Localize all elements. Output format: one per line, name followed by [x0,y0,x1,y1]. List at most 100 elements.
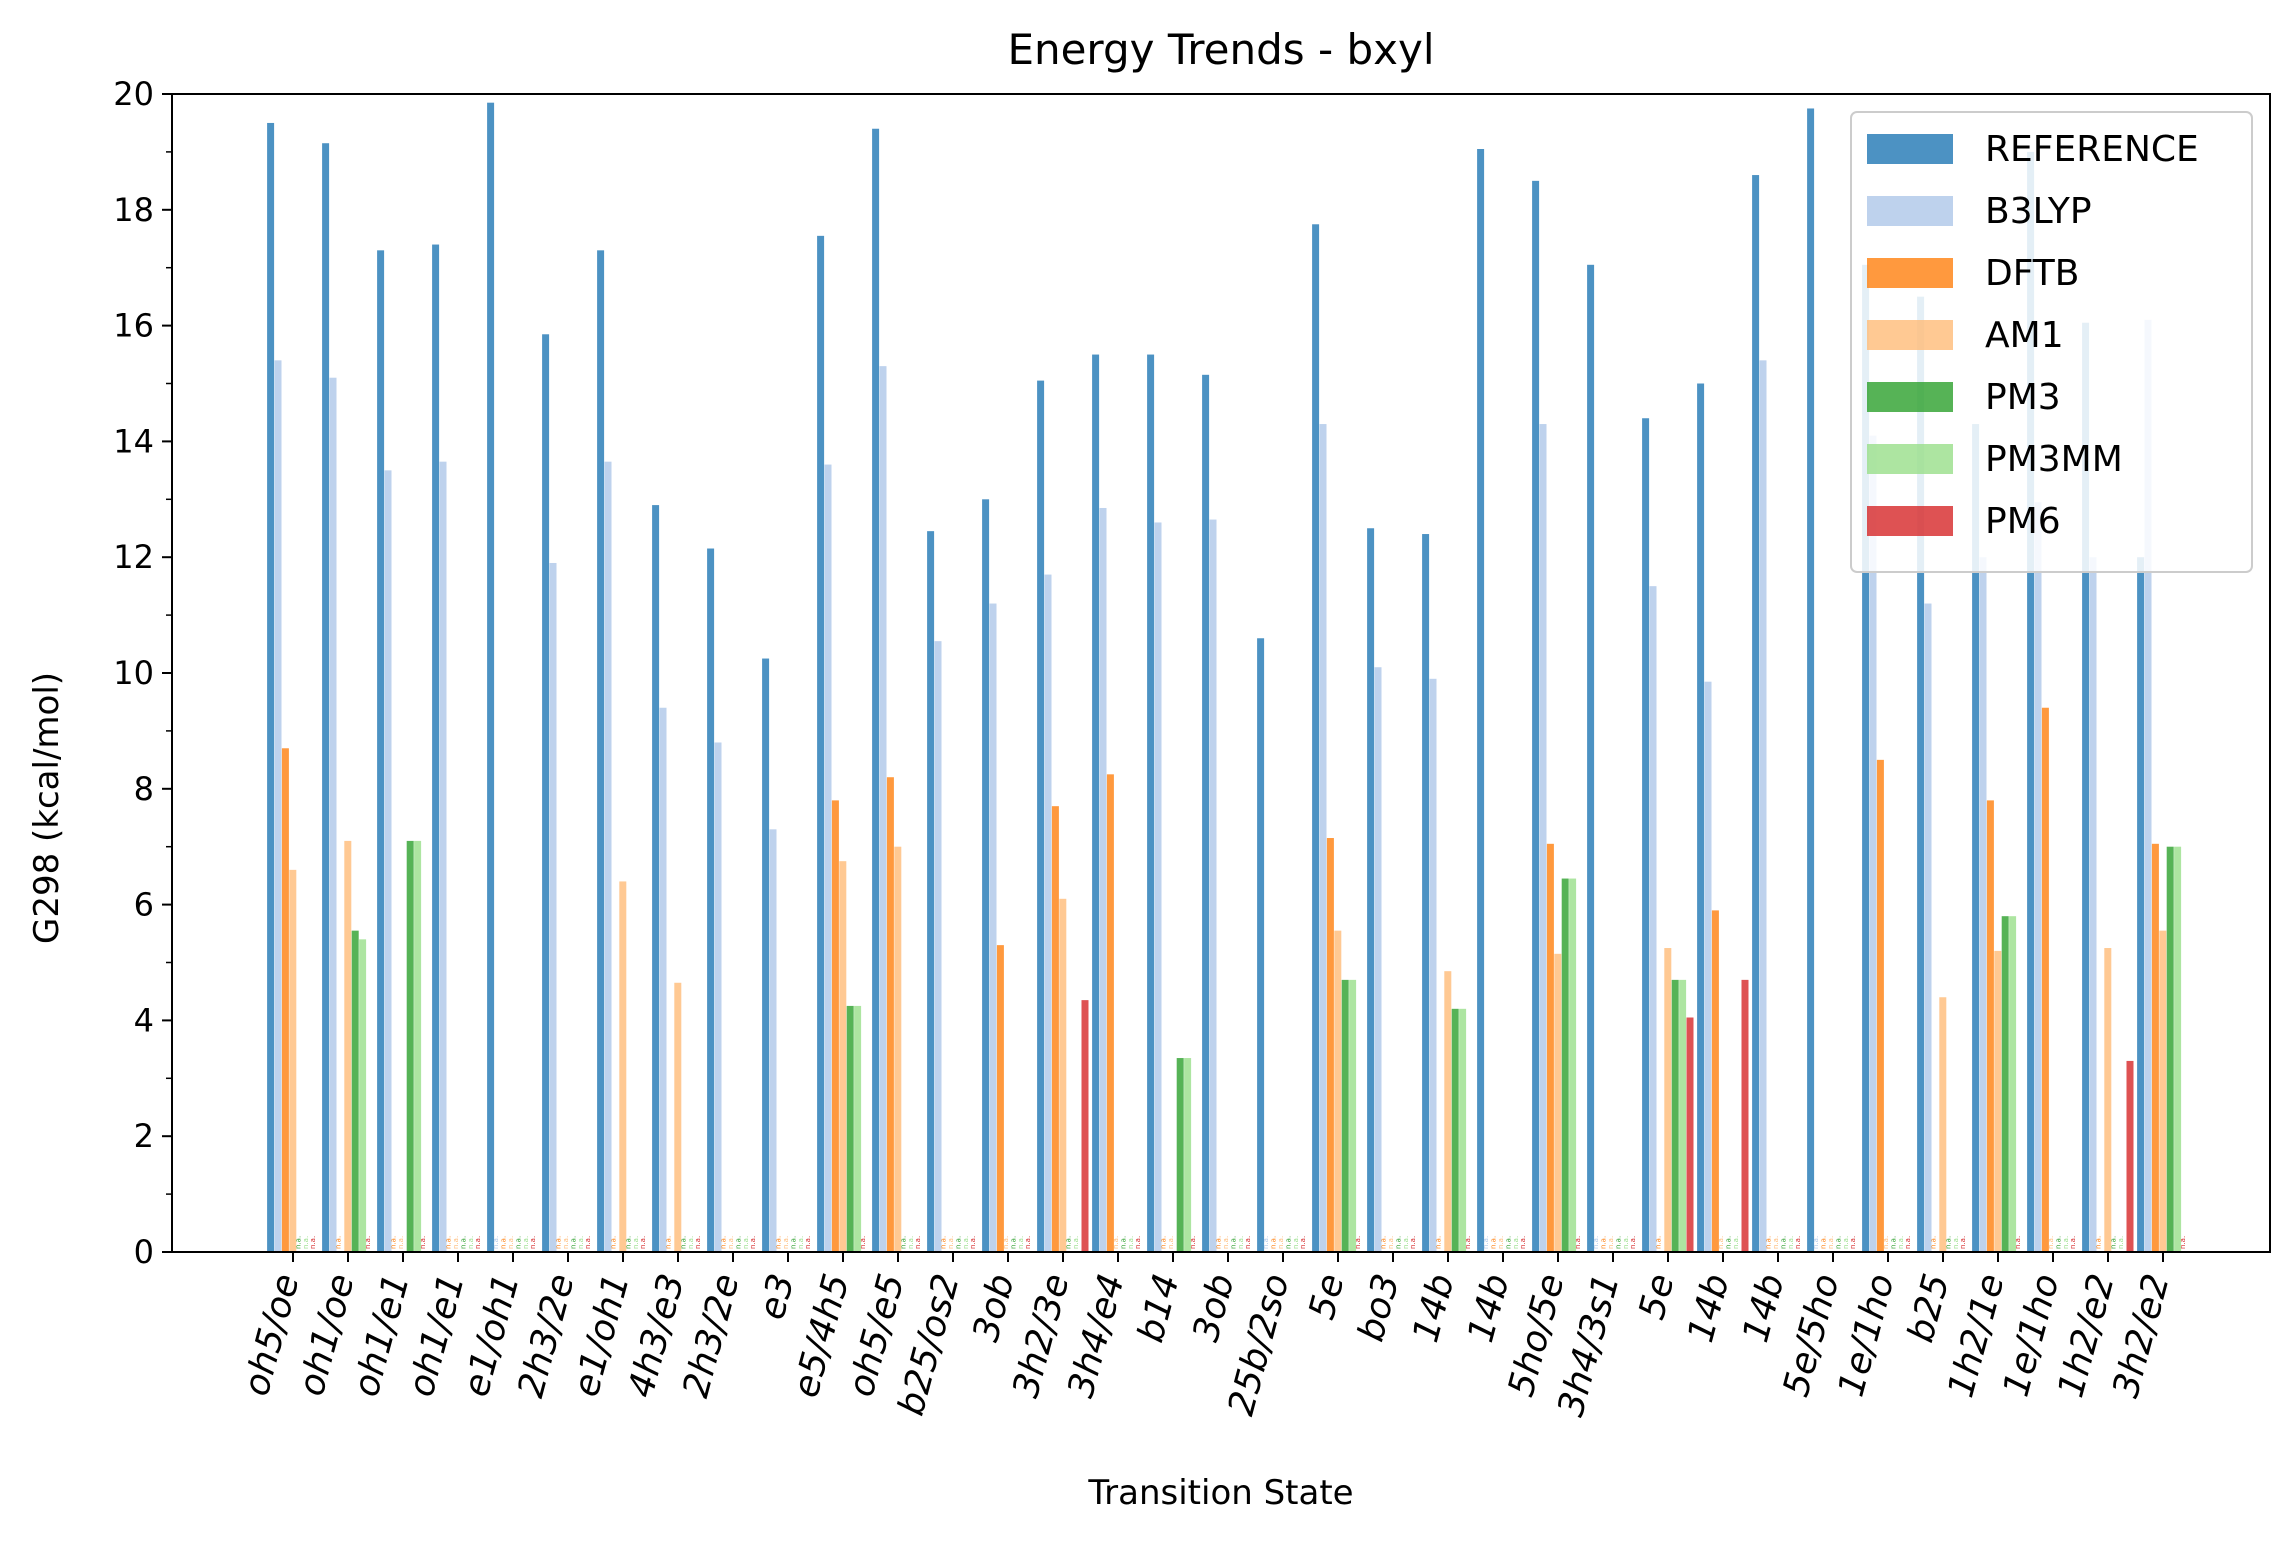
legend-label-am1: AM1 [1985,315,2064,356]
bar-b3lyp [1319,424,1327,1252]
na-label: n.a. [1592,1236,1600,1249]
y-tick-label: 14 [113,422,154,460]
x-tick-label: 3ob [1186,1270,1243,1346]
y-tick-label: 20 [113,75,154,113]
x-tick-label: b25 [1900,1270,1957,1347]
bar-pm3 [1451,1008,1459,1252]
bar-am1 [619,881,627,1252]
na-label: n.a. [679,1236,687,1249]
bar-pm3mm [414,840,422,1252]
bar-pm3 [1671,979,1679,1252]
legend-swatch-dftb [1867,258,1953,288]
na-label: n.a. [1134,1236,1142,1249]
na-label: n.a. [522,1236,530,1249]
na-label: n.a. [1794,1236,1802,1249]
bar-reference [1752,175,1760,1252]
y-tick-label: 8 [134,770,154,808]
na-label: n.a. [419,1236,427,1249]
na-label: n.a. [1717,1236,1725,1249]
bar-dftb [1106,774,1114,1252]
na-label: n.a. [1002,1236,1010,1249]
na-label: n.a. [1889,1236,1897,1249]
bar-pm3 [1561,878,1569,1252]
bar-pm6 [1081,1000,1089,1252]
y-tick-label: 10 [113,654,154,692]
bar-reference [1807,108,1815,1253]
na-label: n.a. [775,1236,783,1249]
bar-b3lyp [549,562,557,1252]
na-label: n.a. [1215,1236,1223,1249]
bar-reference [1642,418,1650,1252]
na-label: n.a. [665,1236,673,1249]
bar-pm3 [2001,916,2009,1252]
na-label: n.a. [1292,1236,1300,1249]
bar-reference [1917,296,1925,1252]
legend-label-pm3mm: PM3MM [1985,439,2123,480]
na-label: n.a. [1629,1236,1637,1249]
x-tick-label: 14b [1460,1270,1517,1347]
legend-swatch-pm3mm [1867,444,1953,474]
na-label: n.a. [1574,1236,1582,1249]
y-tick-label: 4 [134,1001,154,1039]
bar-b3lyp [879,366,887,1252]
na-label: n.a. [1222,1236,1230,1249]
bar-pm6 [2126,1060,2134,1252]
x-axis-title: Transition State [1087,1473,1353,1513]
na-label: n.a. [1380,1236,1388,1249]
na-label: n.a. [2047,1236,2055,1249]
na-label: n.a. [687,1236,695,1249]
na-label: n.a. [1882,1236,1890,1249]
bar-reference [707,548,715,1252]
bar-reference [322,143,330,1253]
bar-pm3mm [2009,916,2017,1252]
na-label: n.a. [1119,1236,1127,1249]
na-label: n.a. [569,1236,577,1249]
na-label: n.a. [452,1236,460,1249]
na-label: n.a. [1189,1236,1197,1249]
na-label: n.a. [555,1236,563,1249]
bar-b3lyp [384,470,392,1253]
na-label: n.a. [1787,1236,1795,1249]
na-label: n.a. [859,1236,867,1249]
na-label: n.a. [797,1236,805,1249]
bar-b3lyp [1044,574,1052,1252]
na-label: n.a. [1765,1236,1773,1249]
bar-dftb [1051,806,1059,1252]
bar-reference [872,128,880,1253]
na-label: n.a. [1607,1236,1615,1249]
na-label: n.a. [2095,1236,2103,1249]
bar-dftb [1711,910,1719,1252]
na-label: n.a. [1849,1236,1857,1249]
na-label: n.a. [1897,1236,1905,1249]
na-label: n.a. [947,1236,955,1249]
bar-am1 [1994,950,2002,1252]
na-label: n.a. [1952,1236,1960,1249]
bar-am1 [894,846,902,1252]
bars-layer: n.a. n.a. n.a. n.a. n.a. n.a. n.a. n.a. n.a. n.a.… [267,102,2187,1253]
na-label: n.a. [1519,1236,1527,1249]
na-label: n.a. [397,1236,405,1249]
na-label: n.a. [727,1236,735,1249]
bar-reference [2082,322,2090,1253]
bar-b3lyp [989,603,997,1252]
bar-reference [1422,534,1430,1252]
bar-reference [1862,264,1870,1252]
na-label: n.a. [639,1236,647,1249]
bar-reference [1587,264,1595,1252]
bar-b3lyp [769,829,777,1252]
bar-pm3 [351,930,359,1252]
bar-b3lyp [1429,678,1437,1252]
na-label: n.a. [364,1236,372,1249]
bar-reference [817,235,825,1253]
legend: REFERENCE B3LYP DFTB AM1 PM3 PM3MM PM6 [1850,111,2253,573]
bar-pm3mm [1459,1008,1467,1252]
na-label: n.a. [459,1236,467,1249]
y-tick-label: 6 [134,886,154,924]
na-label: n.a. [1160,1236,1168,1249]
na-label: n.a. [1127,1236,1135,1249]
na-label: n.a. [954,1236,962,1249]
na-label: n.a. [1944,1236,1952,1249]
bar-dftb [281,748,289,1252]
